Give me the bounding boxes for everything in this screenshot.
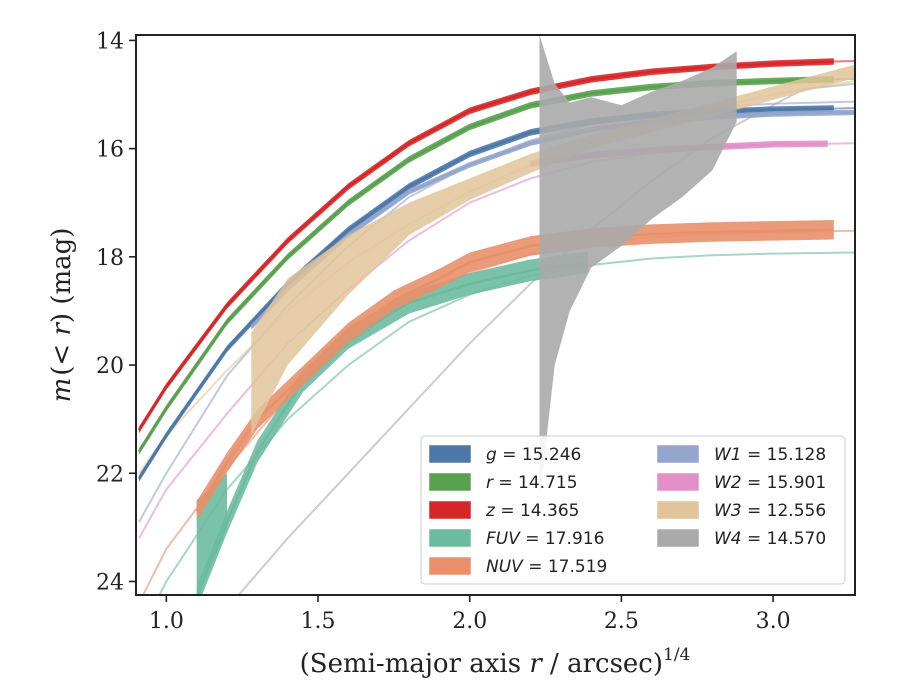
legend-label-r: r = 14.715	[486, 473, 578, 493]
plot-frame	[135, 34, 856, 596]
legend-label-w2: W2 = 15.901	[714, 473, 826, 493]
legend-swatch-r	[429, 473, 471, 491]
y-tick-label: 22	[96, 462, 124, 487]
legend-label-w3: W3 = 12.556	[714, 501, 826, 521]
y-tick-label: 24	[96, 570, 124, 595]
legend-label-z: z = 14.365	[485, 501, 579, 521]
measured-band-w4	[539, 35, 737, 501]
legend-swatch-nuv	[429, 557, 471, 575]
legend-swatch-fuv	[429, 529, 471, 547]
x-tick-label: 1.5	[301, 609, 336, 634]
legend-box	[420, 435, 846, 585]
x-axis-ticks: 1.0 1.5 2.0 2.5 3.0	[149, 595, 791, 634]
y-tick-label: 14	[96, 29, 124, 54]
legend-swatch-w2	[657, 473, 699, 491]
legend-label-w4: W4 = 14.570	[714, 529, 826, 549]
x-axis-label: (Semi-major axis r / arcsec)1/4	[300, 645, 691, 679]
legend: g = 15.246 r = 14.715 z = 14.365 FUV = 17.9…	[420, 435, 846, 585]
x-tick-label: 2.5	[604, 609, 639, 634]
series-layer	[137, 35, 855, 595]
legend-swatch-z	[429, 501, 471, 519]
y-tick-label: 20	[96, 354, 124, 379]
legend-label-w1: W1 = 15.128	[714, 445, 826, 465]
legend-label-nuv: NUV = 17.519	[486, 557, 607, 577]
legend-label-fuv: FUV = 17.916	[486, 529, 604, 549]
legend-swatch-w3	[657, 501, 699, 519]
y-tick-label: 16	[96, 138, 124, 163]
legend-swatch-g	[429, 445, 471, 463]
model-curve-g	[833, 107, 855, 110]
legend-label-g: g = 15.246	[486, 445, 581, 465]
y-tick-label: 18	[96, 246, 124, 271]
measured-band-w2	[530, 140, 828, 167]
x-tick-label: 1.0	[149, 609, 184, 634]
measured-band-w3	[251, 64, 855, 436]
y-axis-ticks: 14 16 18 20 22 24	[96, 29, 136, 595]
legend-swatch-w4	[657, 529, 699, 547]
x-tick-label: 2.0	[452, 609, 487, 634]
legend-swatch-w1	[657, 445, 699, 463]
y-axis-label: m(< r) (mag)	[47, 228, 77, 403]
x-tick-label: 3.0	[756, 609, 791, 634]
measured-curve-z	[137, 60, 834, 431]
measured-curve-nuv	[195, 228, 834, 512]
model-curve-z	[833, 60, 855, 63]
